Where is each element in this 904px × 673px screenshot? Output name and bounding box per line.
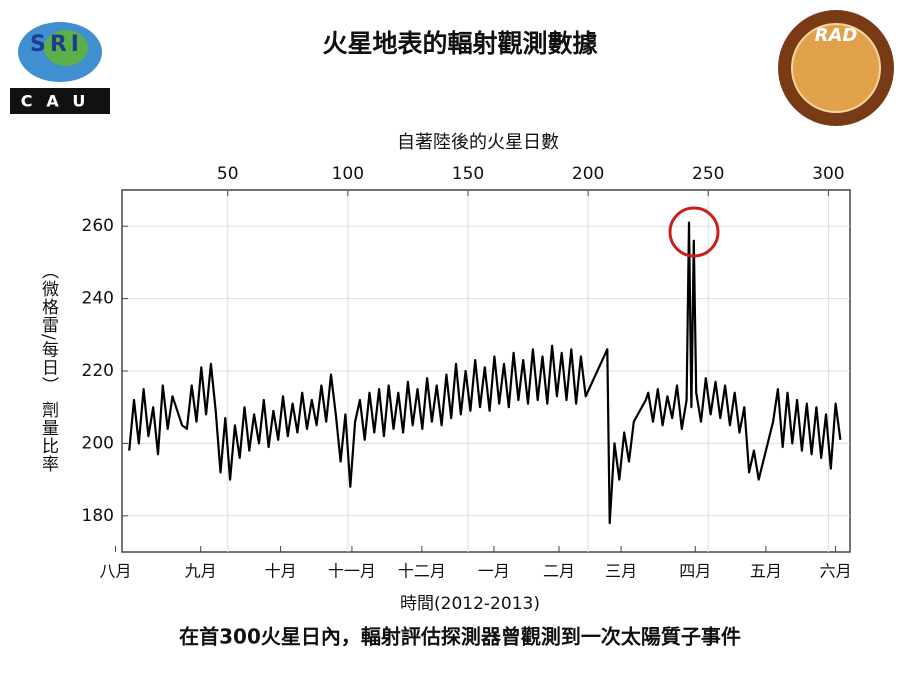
month-tick-label: 一月 [478,562,510,581]
month-tick-label: 八月 [100,562,132,581]
rad-logo: RAD [778,10,894,126]
sri-logo: SRI CAU [10,22,110,114]
month-tick-label: 二月 [543,562,575,581]
plot-area: 180 200 220 240 260 50 100 150 200 250 300 八月 九月 十月 十一… [82,164,852,581]
cau-text: CAU [21,92,100,111]
caption: 在首300火星日內，輻射評估探測器曾觀測到一次太陽質子事件 [179,625,741,649]
y-tick-label: 240 [82,289,114,309]
chart-title: 火星地表的輻射觀測數據 [322,29,598,58]
sri-text: SRI [30,32,83,57]
month-tick-label: 九月 [185,562,217,581]
x-tick-label: 100 [332,164,364,184]
x2-axis-title: 時間(2012-2013) [400,594,540,614]
month-tick-label: 十一月 [328,562,376,581]
month-tick-label: 四月 [679,562,711,581]
cau-bar [10,88,110,114]
x-tick-label: 250 [692,164,724,184]
x-tick-label: 300 [812,164,844,184]
badge-center [792,24,880,112]
month-tick-label: 六月 [820,562,852,581]
x-tick-label: 50 [217,164,239,184]
y-tick-label: 200 [82,433,114,453]
y-tick-label: 220 [82,361,114,381]
y-axis-title: （微格雷/每日） 劑量比率 [38,262,58,474]
month-tick-label: 十月 [265,562,297,581]
x-axis-title: 自著陸後的火星日數 [397,132,559,153]
highlight-circle [668,206,720,258]
y-tick-label: 260 [82,216,114,236]
x-tick-label: 150 [452,164,484,184]
month-tick-label: 三月 [605,562,637,581]
data-line [128,221,842,525]
badge-border [791,23,881,113]
land [44,30,88,66]
x-tick-label: 200 [572,164,604,184]
month-tick-label: 十二月 [398,562,446,581]
y-tick-label: 180 [82,506,114,526]
rad-text: RAD [815,25,858,46]
month-tick-label: 五月 [750,562,782,581]
